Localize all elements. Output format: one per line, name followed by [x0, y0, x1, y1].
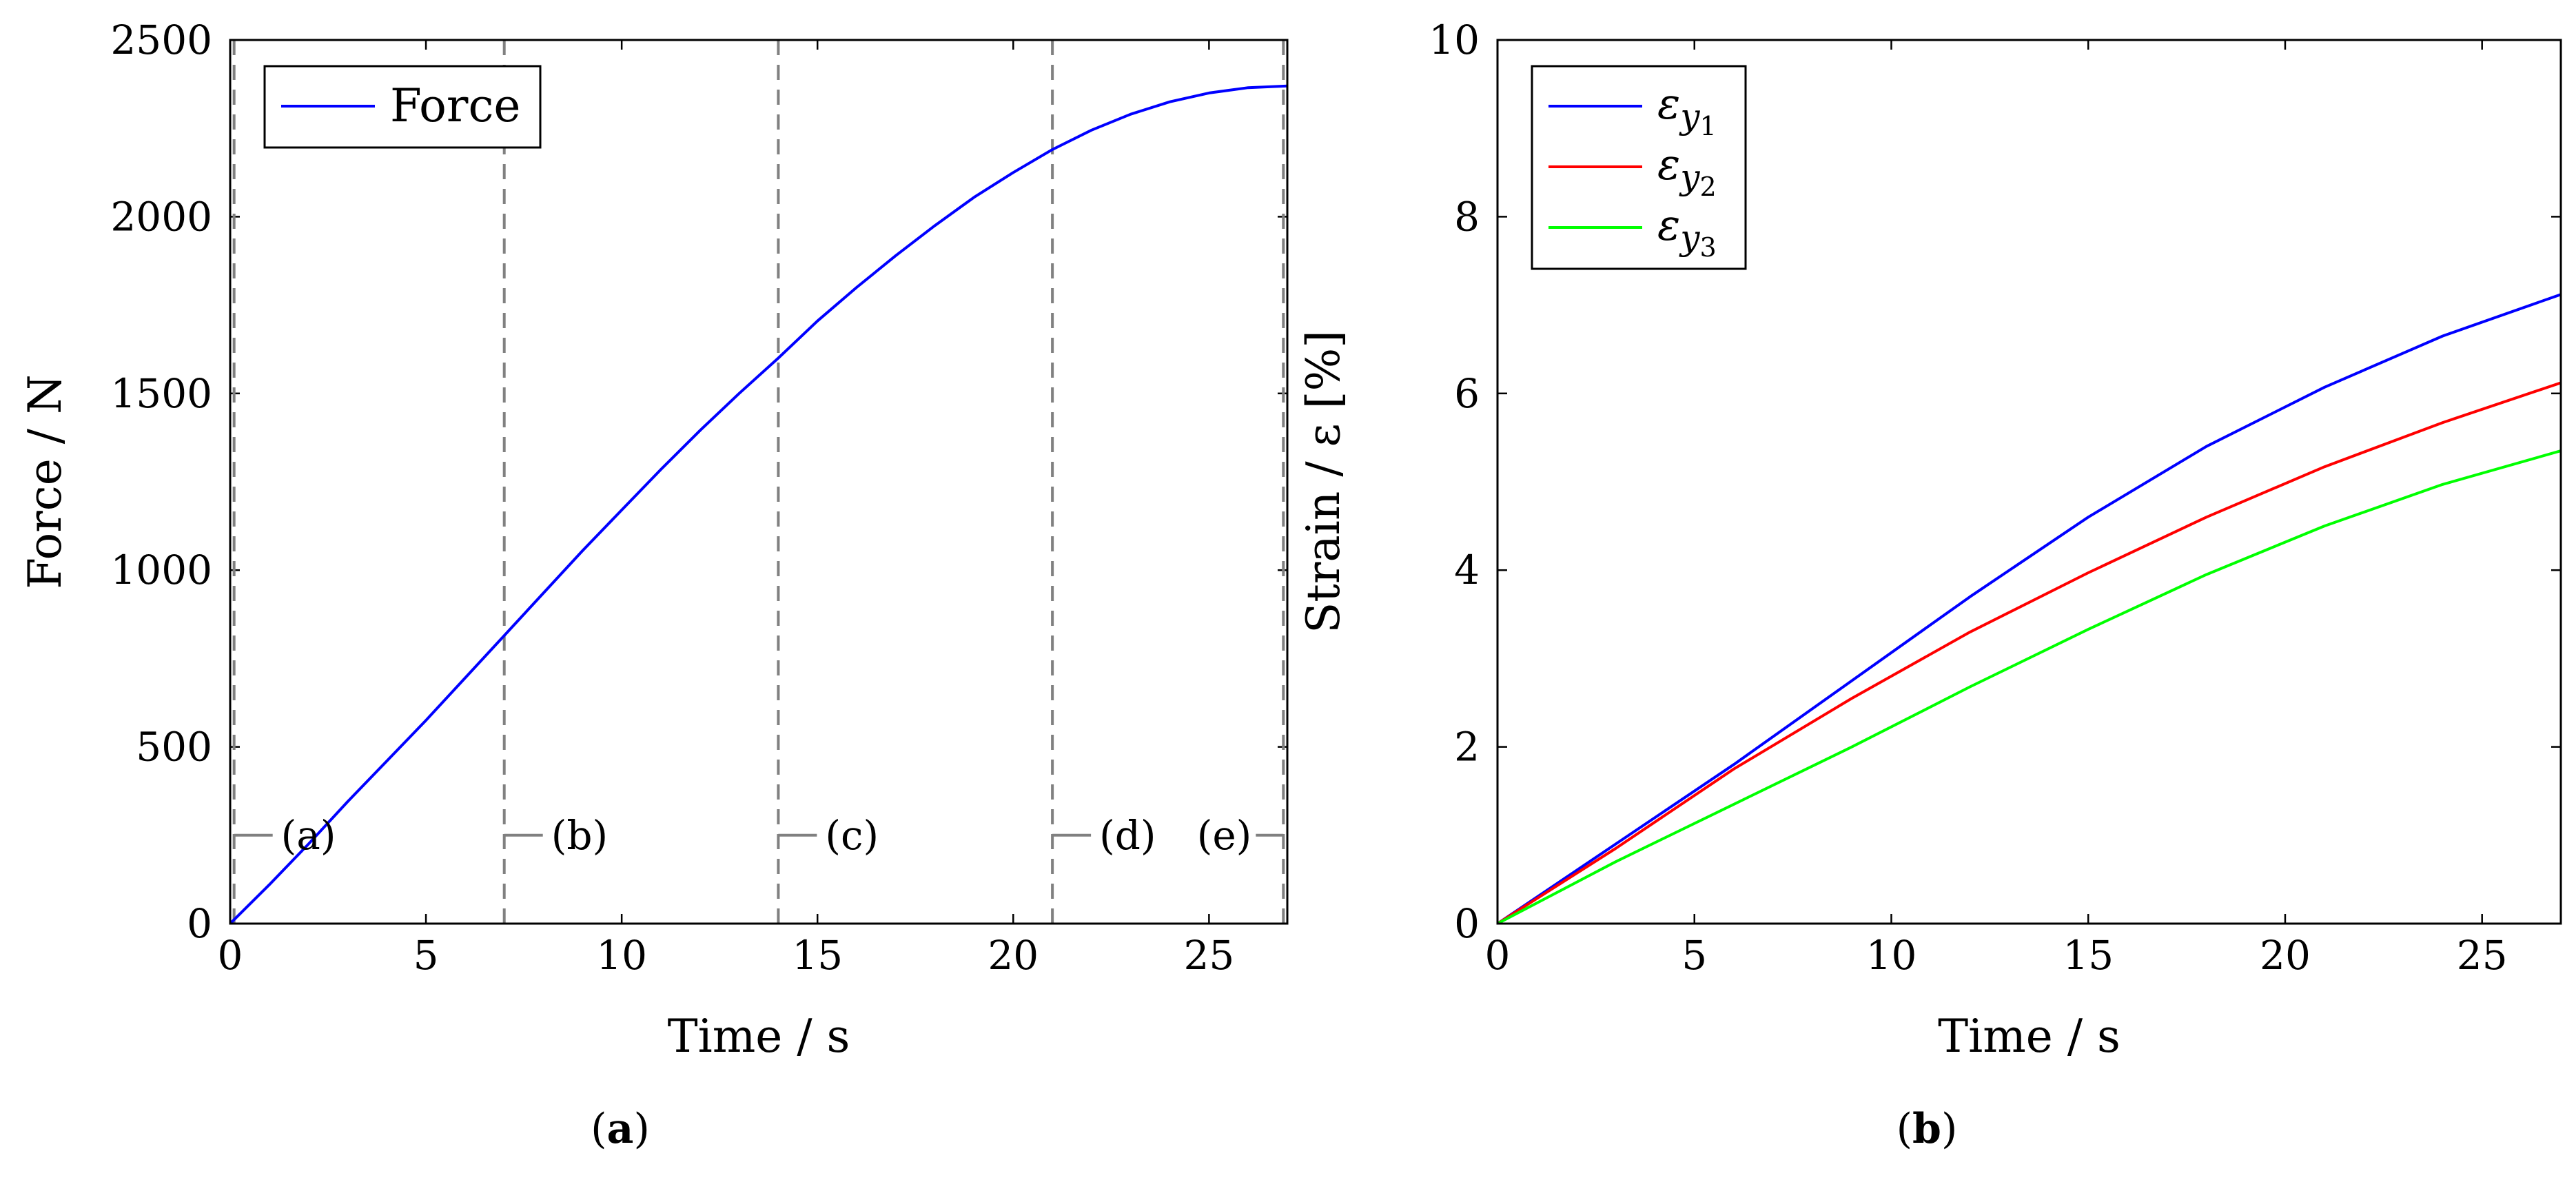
x-axis-label: Time / s	[1938, 1010, 2120, 1063]
phase-label: (b)	[551, 812, 608, 859]
x-axis-label: Time / s	[668, 1010, 850, 1063]
series-line-1	[1497, 293, 2561, 924]
phase-label: (e)	[1197, 812, 1252, 859]
x-tick-label: 20	[2260, 932, 2311, 979]
y-tick-label: 1500	[110, 370, 212, 417]
series-line-2	[1497, 381, 2561, 924]
y-tick-label: 2000	[110, 193, 212, 240]
x-tick-label: 0	[218, 932, 243, 979]
y-tick-label: 0	[1454, 900, 1480, 947]
series-line-1	[230, 84, 1287, 924]
series-line-3	[1497, 449, 2561, 924]
y-tick-label: 2	[1454, 724, 1480, 771]
x-tick-label: 25	[2457, 932, 2508, 979]
x-tick-label: 20	[988, 932, 1039, 979]
x-tick-label: 10	[596, 932, 647, 979]
y-tick-label: 2500	[110, 17, 212, 63]
phase-label: (a)	[281, 812, 336, 859]
y-tick-label: 4	[1454, 547, 1480, 593]
panel-caption: (a)	[591, 1105, 650, 1153]
x-tick-label: 15	[2063, 932, 2114, 979]
y-tick-label: 1000	[110, 547, 212, 593]
phase-label: (d)	[1099, 812, 1156, 859]
y-axis-label: Strain / ε [%]	[1297, 330, 1350, 633]
x-tick-label: 5	[413, 932, 439, 979]
y-axis-label: Force / N	[19, 374, 72, 589]
legend-label: Force	[390, 79, 521, 132]
y-tick-label: 6	[1454, 370, 1480, 417]
y-tick-label: 0	[187, 900, 212, 947]
chart-panel-a: 0 5 10 15 20 25 0 500 1000 1500 2000 2500 (a) (b) (c) (…	[19, 17, 1289, 1153]
y-tick-label: 10	[1429, 17, 1480, 63]
phase-label: (c)	[825, 812, 879, 859]
x-tick-label: 5	[1681, 932, 1707, 979]
y-tick-label: 500	[136, 724, 212, 771]
x-tick-label: 25	[1183, 932, 1234, 979]
legend-label: εy2	[1657, 139, 1717, 202]
x-tick-label: 0	[1485, 932, 1511, 979]
y-tick-label: 8	[1454, 193, 1480, 240]
panel-caption: (b)	[1897, 1105, 1958, 1153]
legend-label: εy1	[1657, 79, 1717, 141]
x-tick-label: 15	[792, 932, 843, 979]
legend-label: εy3	[1657, 200, 1717, 263]
x-tick-label: 10	[1866, 932, 1917, 979]
plot-frame	[229, 39, 1289, 925]
plot-frame	[1496, 39, 2562, 925]
